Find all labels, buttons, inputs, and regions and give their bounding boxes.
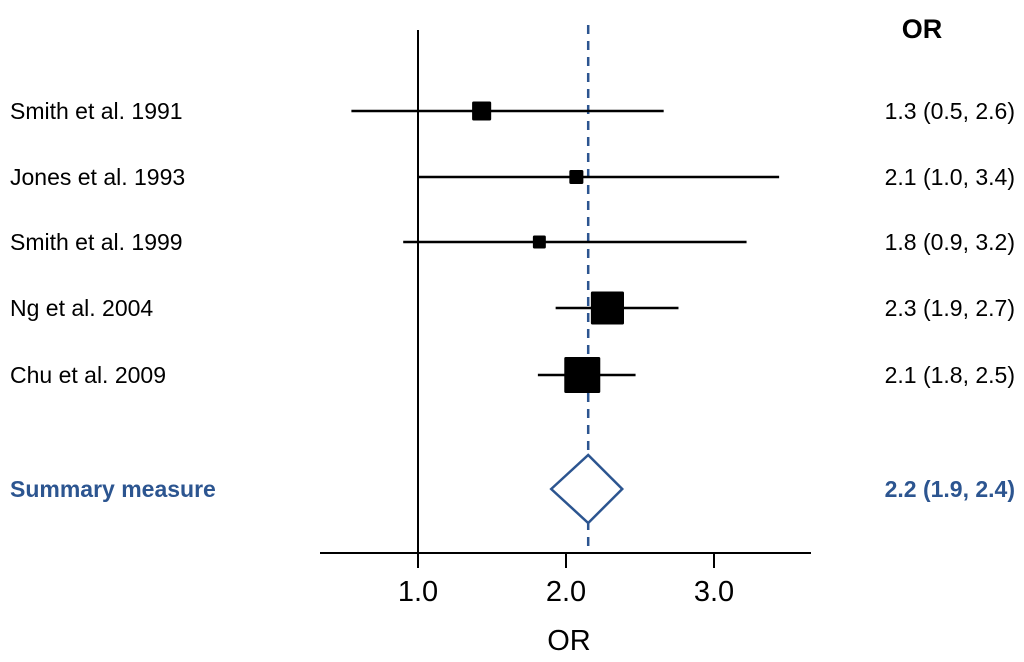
study-label: Chu et al. 2009 bbox=[10, 362, 166, 388]
study-label: Jones et al. 1993 bbox=[10, 164, 185, 190]
point-estimate-square bbox=[564, 357, 601, 393]
point-estimate-square bbox=[472, 101, 492, 121]
or-column-header: OR bbox=[902, 14, 943, 44]
summary-or-text: 2.2 (1.9, 2.4) bbox=[885, 476, 1015, 502]
x-tick-label: 3.0 bbox=[694, 576, 734, 608]
study-or-text: 1.3 (0.5, 2.6) bbox=[885, 98, 1015, 124]
study-or-text: 2.1 (1.0, 3.4) bbox=[885, 164, 1015, 190]
x-tick-label: 1.0 bbox=[398, 576, 438, 608]
study-label: Smith et al. 1991 bbox=[10, 98, 183, 124]
study-or-text: 1.8 (0.9, 3.2) bbox=[885, 229, 1015, 255]
summary-label: Summary measure bbox=[10, 476, 216, 502]
point-estimate-square bbox=[569, 169, 584, 185]
summary-diamond bbox=[549, 453, 625, 525]
point-estimate-square bbox=[532, 235, 546, 249]
study-or-text: 2.3 (1.9, 2.7) bbox=[885, 295, 1015, 321]
x-tick-label: 2.0 bbox=[546, 576, 586, 608]
study-or-text: 2.1 (1.8, 2.5) bbox=[885, 362, 1015, 388]
study-label: Ng et al. 2004 bbox=[10, 295, 153, 321]
study-label: Smith et al. 1999 bbox=[10, 229, 183, 255]
x-axis-label: OR bbox=[547, 625, 591, 657]
point-estimate-square bbox=[590, 291, 624, 325]
